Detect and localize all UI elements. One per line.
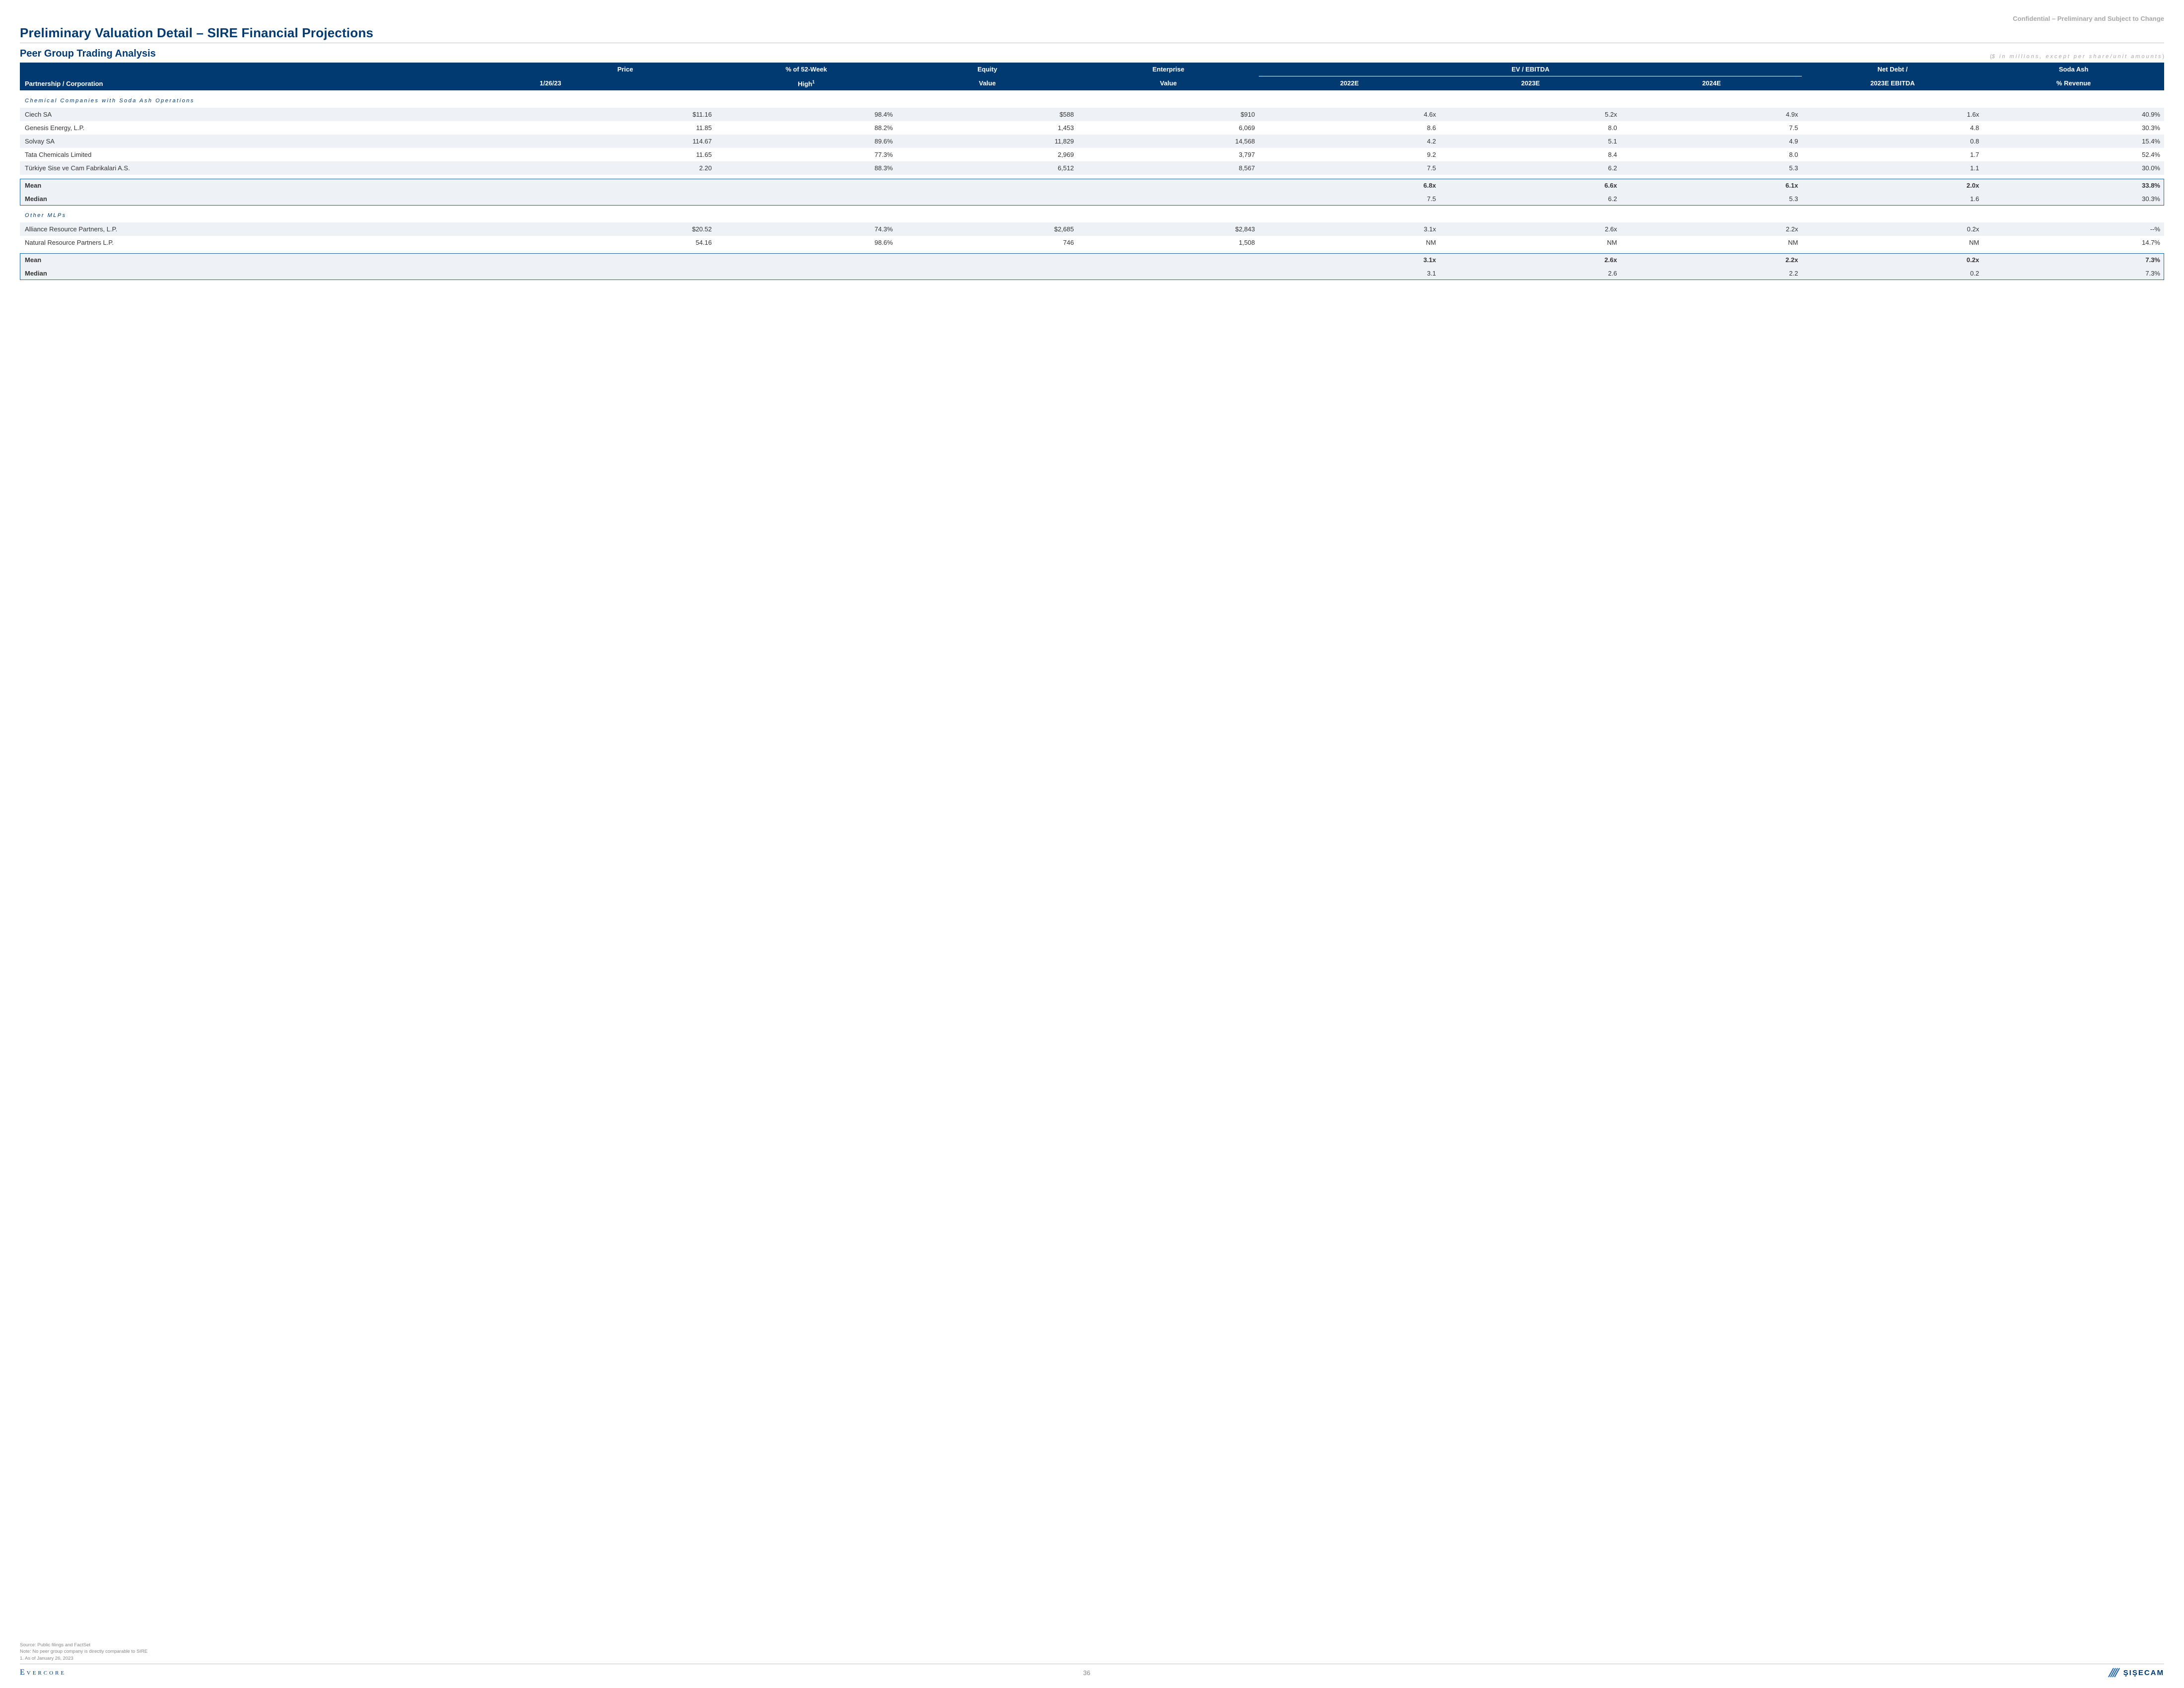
table-row: Türkiye Sise ve Cam Fabrikalari A.S.2.20… [20, 161, 2164, 175]
col-soda-top: Soda Ash [1983, 63, 2164, 76]
section-label: Other MLPs [20, 206, 2164, 222]
section-label: Chemical Companies with Soda Ash Operati… [20, 90, 2164, 108]
col-netdebt-bot: 2023E EBITDA [1802, 76, 1983, 91]
col-equity-top: Equity [897, 63, 1078, 76]
unit-note: ($ in millions, except per share/unit am… [1990, 54, 2164, 60]
table-row: Solvay SA114.6789.6%11,82914,5684.25.14.… [20, 135, 2164, 148]
col-evebitda: EV / EBITDA [1259, 63, 1802, 76]
table-row: Natural Resource Partners L.P.54.1698.6%… [20, 236, 2164, 249]
col-2023: 2023E [1440, 76, 1621, 91]
table-row: Ciech SA$11.1698.4%$588$9104.6x5.2x4.9x1… [20, 108, 2164, 121]
col-pct52-bot: High1 [716, 76, 897, 91]
confidential-notice: Confidential – Preliminary and Subject t… [20, 15, 2164, 22]
peer-group-table: Partnership / Corporation Price % of 52-… [20, 63, 2164, 280]
col-price-top: Price [535, 63, 716, 76]
col-2022: 2022E [1259, 76, 1440, 91]
section-summary: Mean 3.1x2.6x2.2x0.2x7.3% Median 3.12.62… [20, 253, 2164, 280]
col-pct52-top: % of 52-Week [716, 63, 897, 76]
page-number: 36 [1083, 1669, 1090, 1677]
col-enterprise-top: Enterprise [1078, 63, 1259, 76]
table-header: Partnership / Corporation Price % of 52-… [20, 63, 2164, 90]
section-summary: Mean 6.8x6.6x6.1x2.0x33.8% Median 7.56.2… [20, 179, 2164, 206]
subtitle: Peer Group Trading Analysis [20, 48, 156, 60]
col-enterprise-bot: Value [1078, 76, 1259, 91]
col-2024: 2024E [1621, 76, 1802, 91]
page-title: Preliminary Valuation Detail – SIRE Fina… [20, 25, 2164, 41]
sisecam-logo: ŞIŞECAM [2108, 1667, 2164, 1678]
footnotes: Source: Public filings and FactSet Note:… [20, 1642, 2164, 1662]
col-equity-bot: Value [897, 76, 1078, 91]
table-row: Alliance Resource Partners, L.P.$20.5274… [20, 222, 2164, 236]
col-price-bot: 1/26/23 [535, 76, 716, 91]
evercore-logo: Evercore [20, 1668, 66, 1677]
col-partnership: Partnership / Corporation [20, 63, 535, 90]
col-soda-bot: % Revenue [1983, 76, 2164, 91]
table-row: Tata Chemicals Limited11.6577.3%2,9693,7… [20, 148, 2164, 161]
table-row: Genesis Energy, L.P.11.8588.2%1,4536,069… [20, 121, 2164, 135]
sisecam-icon [2108, 1667, 2120, 1678]
col-netdebt-top: Net Debt / [1802, 63, 1983, 76]
